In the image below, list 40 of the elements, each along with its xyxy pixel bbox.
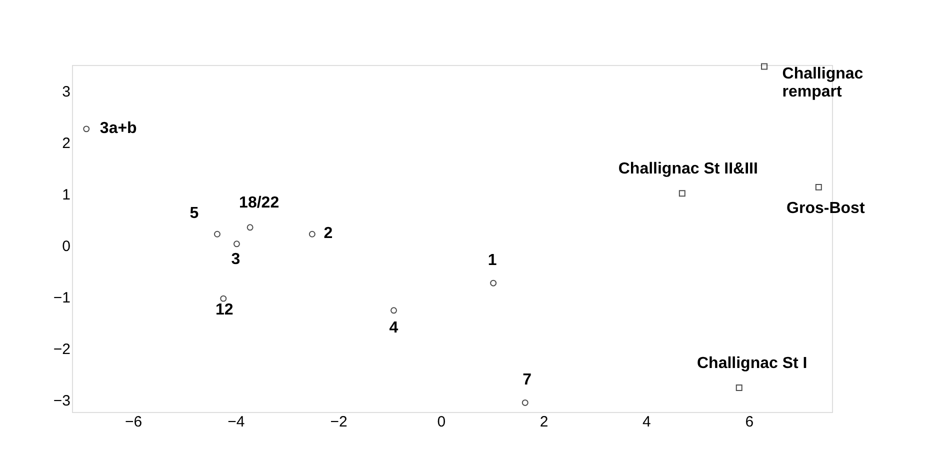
point bbox=[308, 230, 316, 238]
annotation: 5 bbox=[190, 205, 199, 222]
point bbox=[83, 126, 90, 132]
point bbox=[214, 230, 220, 238]
annotation: 3 bbox=[231, 250, 240, 268]
annotation: Challignac St I bbox=[696, 354, 808, 372]
y-tick-label: 1 bbox=[62, 186, 70, 204]
point bbox=[736, 384, 742, 392]
x-tick-label: −2 bbox=[330, 414, 348, 430]
annotation: Challignac St II&III bbox=[618, 160, 758, 178]
point bbox=[390, 307, 397, 314]
point bbox=[678, 190, 686, 197]
y-tick-label: −2 bbox=[53, 341, 70, 358]
point bbox=[490, 280, 497, 286]
point bbox=[246, 224, 254, 231]
annotation: Challignac rempart bbox=[782, 66, 864, 101]
annotation: 18/22 bbox=[239, 194, 280, 212]
point bbox=[233, 240, 240, 248]
annotation: 12 bbox=[215, 302, 234, 319]
annotation: 2 bbox=[324, 225, 333, 242]
point bbox=[815, 184, 822, 190]
point bbox=[220, 295, 227, 302]
y-tick-label: −3 bbox=[53, 392, 70, 410]
x-tick-label: −4 bbox=[228, 414, 245, 430]
x-tick-label: 4 bbox=[642, 414, 651, 430]
y-tick-label: 2 bbox=[62, 134, 70, 152]
point bbox=[761, 63, 768, 70]
y-tick-label: 0 bbox=[62, 238, 70, 255]
x-tick-label: 6 bbox=[745, 414, 754, 430]
point bbox=[522, 399, 528, 406]
x-tick-label: 2 bbox=[540, 414, 548, 430]
annotation: Gros-Bost bbox=[786, 200, 866, 218]
annotation: 1 bbox=[488, 252, 497, 270]
annotation: 7 bbox=[522, 372, 532, 389]
annotation: 3a+b bbox=[100, 120, 138, 137]
x-tick-label: 0 bbox=[437, 414, 446, 430]
y-tick-label: 3 bbox=[62, 83, 70, 100]
annotation: 4 bbox=[389, 319, 398, 336]
y-tick-label: −1 bbox=[53, 290, 70, 307]
x-tick-label: −6 bbox=[125, 414, 142, 430]
